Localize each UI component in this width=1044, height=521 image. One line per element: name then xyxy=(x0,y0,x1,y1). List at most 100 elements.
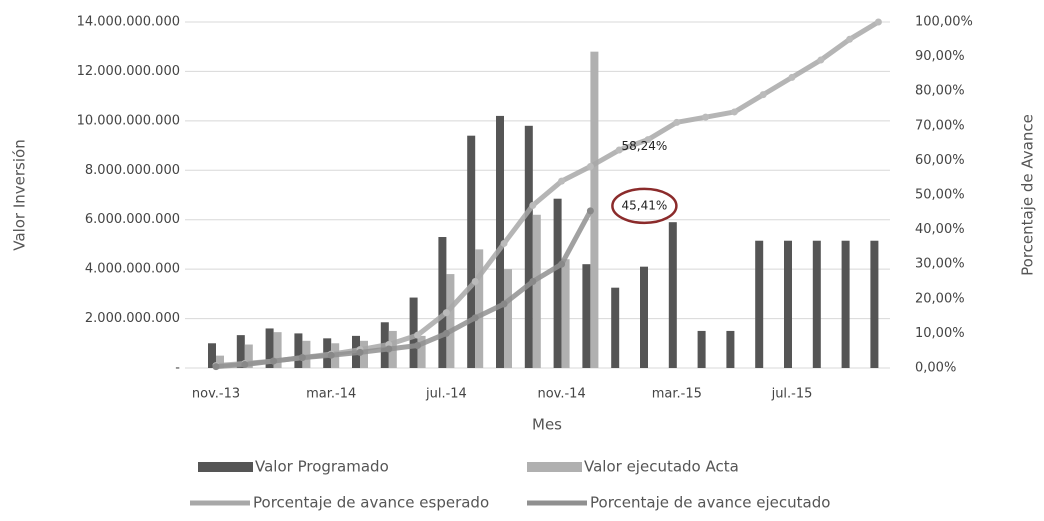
bar xyxy=(265,328,274,368)
y2-tick-label: 10,00% xyxy=(915,326,965,341)
x-tick-label: mar.-15 xyxy=(652,387,702,402)
bar xyxy=(697,330,706,368)
line-marker xyxy=(327,351,335,359)
line xyxy=(215,209,593,370)
line-marker xyxy=(788,73,796,81)
line-marker xyxy=(817,56,825,64)
bar xyxy=(640,266,648,368)
line-marker xyxy=(471,314,479,322)
x-tick-label: jul.-14 xyxy=(425,387,467,402)
line-marker xyxy=(298,354,306,362)
legend-label: Valor ejecutado Acta xyxy=(584,458,739,476)
y2-tick-label: 20,00% xyxy=(915,291,965,306)
bar xyxy=(446,274,455,368)
bar xyxy=(755,240,764,368)
y2-tick-label: 100,00% xyxy=(915,15,973,30)
line-marker xyxy=(673,118,681,126)
bar xyxy=(496,115,504,369)
line-marker xyxy=(212,363,220,371)
bar xyxy=(841,240,850,368)
y-tick-label: 12.000.000.000 xyxy=(77,64,180,79)
line-marker xyxy=(529,201,537,209)
line-marker xyxy=(586,162,594,170)
legend-label: Porcentaje de avance ejecutado xyxy=(590,494,830,512)
legend-label: Valor Programado xyxy=(255,458,389,476)
bar xyxy=(409,297,418,368)
bar xyxy=(475,249,484,368)
line-marker xyxy=(500,300,508,308)
line-marker xyxy=(759,91,767,99)
y2-tick-label: 80,00% xyxy=(915,84,965,99)
bar xyxy=(553,198,562,368)
bar xyxy=(784,240,792,368)
highlight-ellipse xyxy=(611,187,678,225)
bar xyxy=(302,340,311,368)
line-marker xyxy=(270,357,278,365)
x-tick-label: nov.-14 xyxy=(537,387,585,402)
y2-tick-label: 70,00% xyxy=(915,118,965,133)
bar xyxy=(273,332,282,368)
legend-label: Porcentaje de avance esperado xyxy=(253,494,489,512)
y-tick-label: 8.000.000.000 xyxy=(85,163,180,178)
legend-swatch xyxy=(527,462,582,472)
line-marker xyxy=(500,239,508,247)
bar xyxy=(611,287,620,368)
bar xyxy=(208,343,216,368)
y-tick-label: 6.000.000.000 xyxy=(85,212,180,227)
y-axis-title: Valor Inversión xyxy=(11,139,29,250)
line-marker xyxy=(586,207,594,215)
y2-tick-label: 40,00% xyxy=(915,222,965,237)
line-marker xyxy=(644,136,652,144)
line-marker xyxy=(471,278,479,285)
x-axis-title: Mes xyxy=(532,416,562,434)
y2-tick-label: 0,00% xyxy=(915,361,956,376)
bar xyxy=(812,240,821,368)
line-marker xyxy=(558,177,566,185)
line-marker xyxy=(874,18,882,26)
bar xyxy=(590,51,599,369)
line-marker xyxy=(529,278,537,285)
y2-tick-label: 60,00% xyxy=(915,153,965,168)
line xyxy=(215,19,880,369)
data-label: 58,24% xyxy=(622,139,668,153)
bar xyxy=(870,240,879,368)
line-marker xyxy=(442,329,450,337)
line-marker xyxy=(558,260,566,268)
x-tick-label: mar.-14 xyxy=(306,387,356,402)
y-tick-label: 2.000.000.000 xyxy=(85,311,180,326)
x-tick-label: nov.-13 xyxy=(192,387,240,402)
bar xyxy=(524,125,533,368)
bar xyxy=(504,269,512,368)
y2-tick-label: 90,00% xyxy=(915,49,965,64)
line-marker xyxy=(385,345,393,353)
bar xyxy=(294,333,303,368)
y-tick-label: 14.000.000.000 xyxy=(77,15,180,30)
y-tick-label: 10.000.000.000 xyxy=(77,113,180,128)
line-marker xyxy=(615,146,623,154)
line-marker xyxy=(414,331,422,339)
bar xyxy=(582,264,591,368)
bar xyxy=(726,330,735,368)
line-marker xyxy=(241,361,249,369)
line-marker xyxy=(442,309,450,317)
data-label: 45,41% xyxy=(622,198,668,212)
bar xyxy=(668,222,677,368)
y2-axis-title: Porcentaje de Avance xyxy=(1019,114,1037,276)
bar xyxy=(236,335,245,368)
bar xyxy=(561,259,570,368)
line-marker xyxy=(414,342,422,350)
bar xyxy=(467,135,476,368)
bar xyxy=(216,355,224,368)
y2-tick-label: 30,00% xyxy=(915,257,965,272)
bar xyxy=(417,335,426,368)
y-tick-label: - xyxy=(175,361,180,376)
line-marker xyxy=(730,108,738,116)
bar xyxy=(244,344,253,368)
x-tick-label: jul.-15 xyxy=(771,387,813,402)
legend-swatch xyxy=(198,462,253,472)
y2-tick-label: 50,00% xyxy=(915,188,965,203)
bar xyxy=(438,237,447,368)
line-marker xyxy=(846,35,854,43)
line-marker xyxy=(356,348,364,356)
